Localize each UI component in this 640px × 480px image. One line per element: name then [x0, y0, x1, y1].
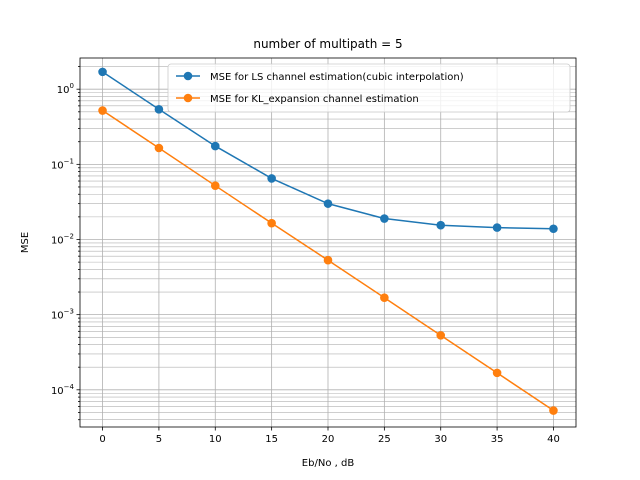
- y-tick-label: 10−4: [51, 383, 75, 397]
- y-tick-label: 10−2: [51, 232, 74, 246]
- x-tick-label: 35: [491, 434, 504, 445]
- data-point: [267, 218, 276, 228]
- data-point: [154, 104, 164, 114]
- data-point: [98, 67, 107, 77]
- y-tick-label: 100: [57, 82, 74, 96]
- series-layer: [98, 67, 558, 415]
- data-point: [492, 368, 502, 378]
- legend-label: MSE for LS channel estimation(cubic inte…: [210, 72, 464, 83]
- x-axis-label: Eb/No , dB: [302, 458, 355, 469]
- series-2: [98, 106, 558, 415]
- data-point: [323, 255, 333, 265]
- legend: MSE for LS channel estimation(cubic inte…: [167, 63, 571, 113]
- data-point: [549, 224, 558, 234]
- data-point: [436, 220, 446, 230]
- chart-title: number of multipath = 5: [253, 37, 402, 51]
- data-point: [380, 293, 389, 303]
- data-point: [210, 141, 220, 151]
- data-point: [210, 181, 220, 190]
- data-point: [323, 199, 333, 208]
- y-axis: 100 10−1 10−2 10−3 10−4: [51, 66, 80, 421]
- data-point: [154, 143, 164, 153]
- data-point: [98, 106, 107, 115]
- y-tick-label: 10−3: [51, 308, 74, 322]
- x-tick-label: 10: [209, 434, 222, 445]
- data-point: [436, 331, 446, 340]
- grid: [80, 58, 576, 427]
- legend-box: [167, 63, 571, 113]
- x-tick-label: 30: [434, 434, 447, 445]
- x-tick-label: 5: [156, 434, 162, 445]
- y-axis-label: MSE: [20, 232, 31, 253]
- x-tick-label: 25: [378, 434, 391, 445]
- data-point: [492, 223, 502, 232]
- series-1: [98, 67, 558, 234]
- y-tick-label: 10−1: [51, 157, 74, 171]
- legend-label: MSE for KL_expansion channel estimation: [210, 94, 419, 105]
- legend-marker: [183, 93, 193, 103]
- x-tick-label: 15: [265, 434, 278, 445]
- data-point: [267, 174, 276, 183]
- x-axis: 0 5 10 15 20 25 30 35 40: [99, 427, 560, 445]
- legend-marker: [183, 71, 193, 81]
- x-tick-label: 20: [322, 434, 335, 445]
- x-tick-label: 0: [99, 434, 105, 445]
- data-point: [549, 406, 558, 415]
- x-tick-label: 40: [547, 434, 560, 445]
- data-point: [380, 214, 389, 223]
